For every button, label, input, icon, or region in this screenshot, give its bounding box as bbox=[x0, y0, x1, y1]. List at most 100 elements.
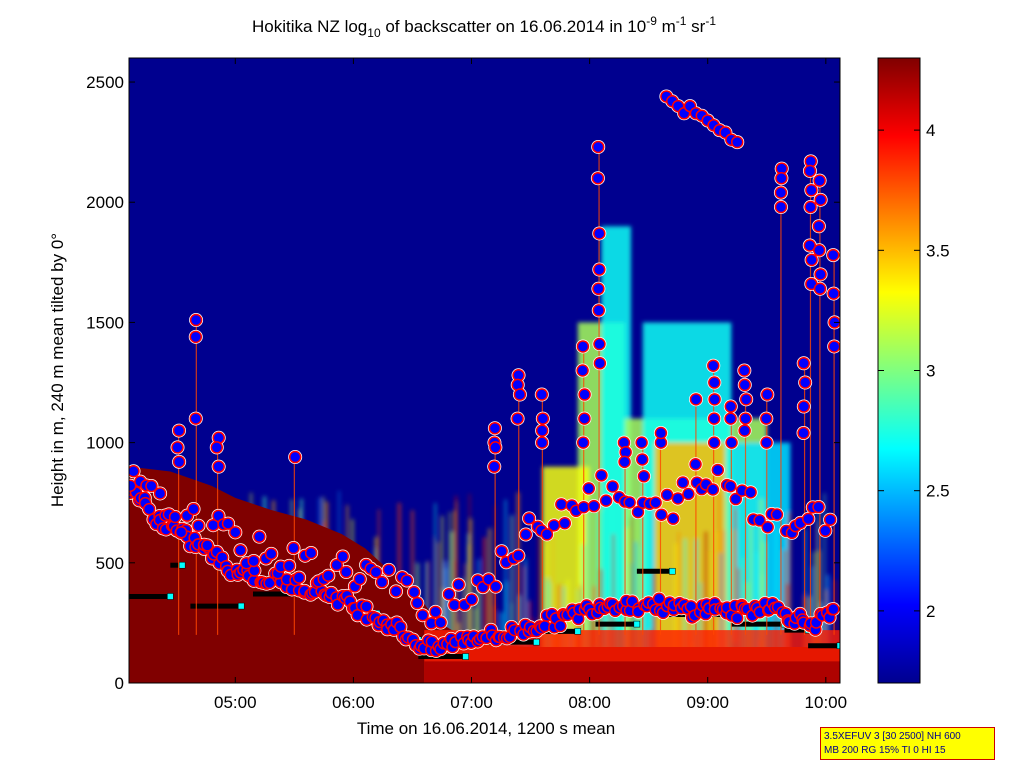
cloud-base-t0-44-3 bbox=[652, 592, 666, 605]
streak-205 bbox=[733, 508, 737, 683]
cloud-spike-19-2 bbox=[805, 183, 818, 197]
cloud-spike-13-1 bbox=[708, 376, 721, 389]
cloud-spike-18-3 bbox=[797, 426, 810, 440]
cloud-base-t1-20-0 bbox=[595, 469, 608, 482]
y-tick-label-2: 1000 bbox=[86, 434, 124, 453]
mlh-marker-1 bbox=[178, 561, 186, 569]
cloud-base-t0-20-0 bbox=[360, 600, 373, 613]
cloud-base-t1-8-3 bbox=[330, 558, 343, 572]
cloud-spike-6-1 bbox=[536, 412, 550, 425]
cloud-base-t1-23-2 bbox=[676, 476, 690, 489]
colorbar-tick-label-1: 2.5 bbox=[926, 482, 950, 501]
cloud-base-t1-16-3 bbox=[519, 528, 533, 541]
cloud-base-t1-3-0 bbox=[192, 519, 205, 532]
cloud-base-t1-4-1 bbox=[221, 517, 235, 530]
cloud-spike-16-1 bbox=[760, 412, 773, 425]
cloud-base-markers bbox=[129, 89, 840, 658]
cloud-spike-20-2 bbox=[812, 220, 826, 233]
streak-43 bbox=[482, 537, 487, 683]
cloud-spike-9-2 bbox=[618, 455, 631, 469]
cloud-spike-15-1 bbox=[738, 378, 752, 392]
cloud-spike-10-0 bbox=[635, 436, 648, 449]
cloud-base-t1-23-1 bbox=[671, 492, 685, 505]
cloud-base-t1-29-1 bbox=[812, 500, 825, 514]
streak-214 bbox=[510, 515, 514, 683]
cloud-base-t1-11-0 bbox=[382, 563, 396, 577]
cloud-spike-21-3 bbox=[827, 340, 840, 353]
cloud-spike-13-4 bbox=[707, 436, 721, 449]
cloud-base-t1-28-3 bbox=[802, 512, 815, 526]
cloud-base-t1-1-0 bbox=[145, 479, 158, 493]
cloud-base-t1-7-0 bbox=[287, 541, 300, 555]
x-tick-label-4: 09:00 bbox=[686, 693, 729, 712]
y-tick-label-3: 1500 bbox=[86, 313, 124, 332]
cloud-base-t1-21-2 bbox=[631, 505, 645, 519]
cloud-spike-10-1 bbox=[636, 453, 649, 466]
cloud-base-t1-26-1 bbox=[744, 486, 757, 499]
cloud-base-t1-20-1 bbox=[599, 494, 613, 507]
cloud-base-t1-7-3 bbox=[304, 546, 318, 560]
streak-207 bbox=[455, 501, 458, 683]
cloud-base-t1-9-0 bbox=[336, 550, 349, 563]
cloud-spike-20-1 bbox=[814, 193, 827, 207]
chart-title: Hokitika NZ log10 of backscatter on 16.0… bbox=[252, 14, 716, 40]
cloud-spike-6-3 bbox=[535, 436, 549, 449]
cloud-base-t1-13-0 bbox=[429, 605, 442, 619]
cloud-base-t1-14-2 bbox=[465, 593, 478, 606]
cloud-spike-12-0 bbox=[689, 458, 702, 471]
streak-122 bbox=[488, 528, 492, 683]
cloud-base-t1-14-0 bbox=[452, 578, 465, 591]
cloud-spike-21-1 bbox=[827, 287, 840, 300]
colorbar-tick-label-0: 2 bbox=[926, 602, 935, 621]
x-axis-label: Time on 16.06.2014, 1200 s mean bbox=[357, 719, 615, 738]
cloud-base-t1-23-3 bbox=[682, 487, 695, 501]
x-tick-label-2: 07:00 bbox=[450, 693, 493, 712]
x-axis: 05:00 06:00 07:00 08:00 09:00 10:00 bbox=[214, 58, 847, 712]
colorbar-tick-label-4: 4 bbox=[926, 121, 935, 140]
cloud-spike-8-1 bbox=[591, 171, 605, 185]
cloud-base-t1-10-3 bbox=[375, 575, 389, 589]
cloud-spike-15-2 bbox=[739, 393, 753, 406]
cloud-spike-2-2 bbox=[212, 460, 225, 473]
colorbar-ticks: 2 2.5 3 3.5 4 bbox=[878, 121, 950, 621]
streak-143 bbox=[538, 529, 542, 683]
cloud-base-t0-1-3 bbox=[142, 502, 156, 516]
colorbar-tick-label-2: 3 bbox=[926, 362, 935, 381]
cloud-base-t1-10-2 bbox=[369, 565, 383, 579]
cloud-spike-16-0 bbox=[761, 388, 774, 401]
cloud-base-t1-2-1 bbox=[174, 526, 188, 539]
cloud-spike-7-3 bbox=[578, 412, 591, 425]
cloud-base-t0-59-3 bbox=[827, 602, 840, 616]
info-line-2: MB 200 RG 15% TI 0 HI 15 bbox=[824, 745, 946, 756]
cloud-spike-7-2 bbox=[578, 388, 591, 401]
cloud-base-t1-1-1 bbox=[153, 487, 167, 500]
cloud-spike-20-4 bbox=[814, 268, 827, 281]
cloud-base-t1-23-0 bbox=[666, 512, 680, 525]
cloud-base-t1-17-3 bbox=[540, 528, 554, 541]
cloud-spike-14-0 bbox=[724, 400, 738, 413]
cloud-spike-10-2 bbox=[637, 470, 651, 483]
cloud-base-t1-11-3 bbox=[400, 574, 414, 587]
colorbar-tick-label-3: 3.5 bbox=[926, 241, 950, 260]
cloud-base-t1-13-2 bbox=[442, 587, 456, 601]
cloud-spike-0-2 bbox=[172, 455, 186, 469]
cloud-base-t1-2-3 bbox=[187, 502, 200, 516]
cloud-spike-4-2 bbox=[488, 421, 502, 435]
cloud-spike-18-0 bbox=[797, 357, 810, 370]
cloud-base-t1-25-2 bbox=[724, 480, 737, 493]
cloud-base-t1-15-1 bbox=[482, 573, 495, 586]
cloud-spike-13-3 bbox=[707, 412, 721, 425]
cloud-spike-8-7 bbox=[593, 357, 607, 370]
cloud-spike-3-0 bbox=[288, 450, 302, 464]
cloud-base-t1-3-1 bbox=[201, 539, 214, 552]
cloud-spike-8-5 bbox=[592, 304, 606, 317]
cloud-base-t1-17-0 bbox=[522, 512, 536, 525]
cloud-base-t1-27-2 bbox=[770, 508, 784, 521]
cloud-spike-17-1 bbox=[775, 171, 788, 185]
plot-frame bbox=[128, 57, 841, 684]
cloud-spike-4-3 bbox=[489, 441, 502, 454]
cloud-base-t1-5-2 bbox=[253, 530, 266, 543]
y-axis: 0 500 1000 1500 2000 2500 bbox=[86, 73, 840, 693]
mlh-marker-2 bbox=[237, 602, 245, 610]
cloud-base-t1-27-0 bbox=[761, 520, 774, 534]
